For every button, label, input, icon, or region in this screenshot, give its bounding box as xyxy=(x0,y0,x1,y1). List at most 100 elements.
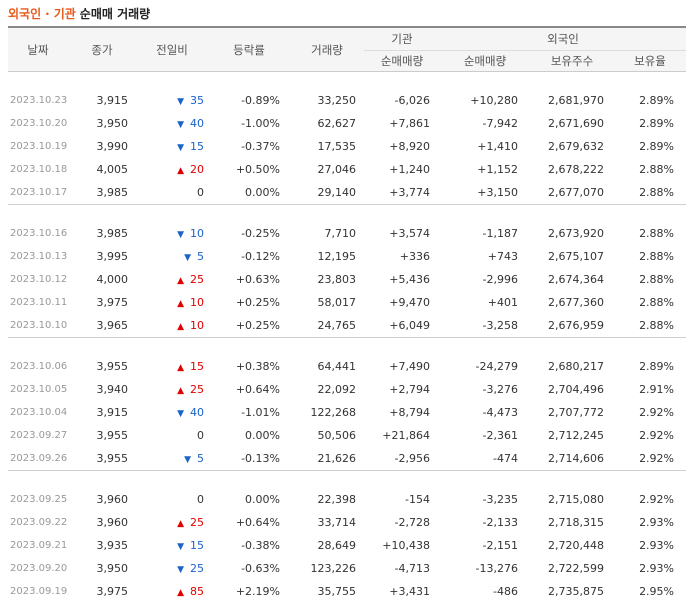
volume-cell: 64,441 xyxy=(290,355,364,378)
close-cell: 3,955 xyxy=(68,355,136,378)
pct-cell: 0.00% xyxy=(208,488,290,511)
inst-net-cell: +8,794 xyxy=(364,401,440,424)
foreign-net-cell: -13,276 xyxy=(440,557,530,580)
change-value: 25 xyxy=(190,516,204,529)
pct-cell: 0.00% xyxy=(208,424,290,447)
change-value: 15 xyxy=(190,140,204,153)
inst-net-cell: +9,470 xyxy=(364,291,440,314)
close-cell: 3,985 xyxy=(68,181,136,205)
group-separator xyxy=(8,338,686,356)
inst-net-cell: +3,774 xyxy=(364,181,440,205)
close-cell: 3,960 xyxy=(68,511,136,534)
volume-cell: 7,710 xyxy=(290,222,364,245)
change-value: 40 xyxy=(190,406,204,419)
foreign-net-cell: -1,187 xyxy=(440,222,530,245)
foreign-hold-cell: 2,677,360 xyxy=(530,291,614,314)
change-value: 0 xyxy=(197,493,204,506)
foreign-net-cell: -4,473 xyxy=(440,401,530,424)
volume-cell: 12,195 xyxy=(290,245,364,268)
up-arrow-icon: ▲ xyxy=(177,299,184,309)
foreign-ratio-cell: 2.95% xyxy=(614,580,686,603)
volume-cell: 62,627 xyxy=(290,112,364,135)
foreign-hold-cell: 2,671,690 xyxy=(530,112,614,135)
volume-cell: 29,140 xyxy=(290,181,364,205)
date-cell: 2023.10.16 xyxy=(8,222,68,245)
volume-cell: 22,092 xyxy=(290,378,364,401)
foreign-hold-cell: 2,679,632 xyxy=(530,135,614,158)
down-arrow-icon: ▼ xyxy=(177,409,184,419)
down-arrow-icon: ▼ xyxy=(184,455,191,465)
close-cell: 3,950 xyxy=(68,557,136,580)
pct-cell: -0.13% xyxy=(208,447,290,471)
volume-cell: 35,755 xyxy=(290,580,364,603)
foreign-net-cell: -486 xyxy=(440,580,530,603)
date-cell: 2023.10.13 xyxy=(8,245,68,268)
pct-cell: +0.25% xyxy=(208,314,290,338)
change-value: 20 xyxy=(190,163,204,176)
change-cell: ▼10 xyxy=(136,222,208,245)
volume-cell: 123,226 xyxy=(290,557,364,580)
up-arrow-icon: ▲ xyxy=(177,363,184,373)
foreign-net-cell: +1,152 xyxy=(440,158,530,181)
header-change: 전일비 xyxy=(136,27,208,72)
foreign-ratio-cell: 2.93% xyxy=(614,557,686,580)
foreign-ratio-cell: 2.88% xyxy=(614,268,686,291)
change-cell: 0 xyxy=(136,488,208,511)
close-cell: 3,990 xyxy=(68,135,136,158)
date-cell: 2023.10.04 xyxy=(8,401,68,424)
header-foreign-group: 외국인 xyxy=(440,27,686,51)
pct-cell: -0.63% xyxy=(208,557,290,580)
foreign-net-cell: +401 xyxy=(440,291,530,314)
pct-cell: +0.64% xyxy=(208,378,290,401)
inst-net-cell: +7,490 xyxy=(364,355,440,378)
header-pct: 등락률 xyxy=(208,27,290,72)
change-value: 25 xyxy=(190,273,204,286)
change-cell: 0 xyxy=(136,424,208,447)
close-cell: 3,995 xyxy=(68,245,136,268)
date-cell: 2023.09.20 xyxy=(8,557,68,580)
foreign-net-cell: -3,276 xyxy=(440,378,530,401)
header-inst-net: 순매매량 xyxy=(364,51,440,72)
up-arrow-icon: ▲ xyxy=(177,386,184,396)
close-cell: 4,000 xyxy=(68,268,136,291)
foreign-hold-cell: 2,673,920 xyxy=(530,222,614,245)
pct-cell: -0.38% xyxy=(208,534,290,557)
change-value: 10 xyxy=(190,227,204,240)
change-value: 10 xyxy=(190,319,204,332)
date-cell: 2023.10.05 xyxy=(8,378,68,401)
date-cell: 2023.09.25 xyxy=(8,488,68,511)
down-arrow-icon: ▼ xyxy=(177,120,184,130)
foreign-ratio-cell: 2.92% xyxy=(614,488,686,511)
foreign-net-cell: -24,279 xyxy=(440,355,530,378)
change-value: 5 xyxy=(197,452,204,465)
inst-net-cell: +336 xyxy=(364,245,440,268)
foreign-hold-cell: 2,735,875 xyxy=(530,580,614,603)
inst-net-cell: +10,438 xyxy=(364,534,440,557)
close-cell: 3,975 xyxy=(68,580,136,603)
foreign-ratio-cell: 2.88% xyxy=(614,291,686,314)
change-cell: 0 xyxy=(136,181,208,205)
inst-net-cell: -4,713 xyxy=(364,557,440,580)
close-cell: 3,915 xyxy=(68,401,136,424)
foreign-net-cell: +10,280 xyxy=(440,89,530,112)
date-cell: 2023.10.06 xyxy=(8,355,68,378)
date-cell: 2023.10.23 xyxy=(8,89,68,112)
pct-cell: -0.12% xyxy=(208,245,290,268)
date-cell: 2023.09.26 xyxy=(8,447,68,471)
down-arrow-icon: ▼ xyxy=(184,253,191,263)
foreign-net-cell: +1,410 xyxy=(440,135,530,158)
foreign-hold-cell: 2,677,070 xyxy=(530,181,614,205)
foreign-ratio-cell: 2.89% xyxy=(614,355,686,378)
foreign-hold-cell: 2,707,772 xyxy=(530,401,614,424)
foreign-ratio-cell: 2.88% xyxy=(614,245,686,268)
date-cell: 2023.10.19 xyxy=(8,135,68,158)
